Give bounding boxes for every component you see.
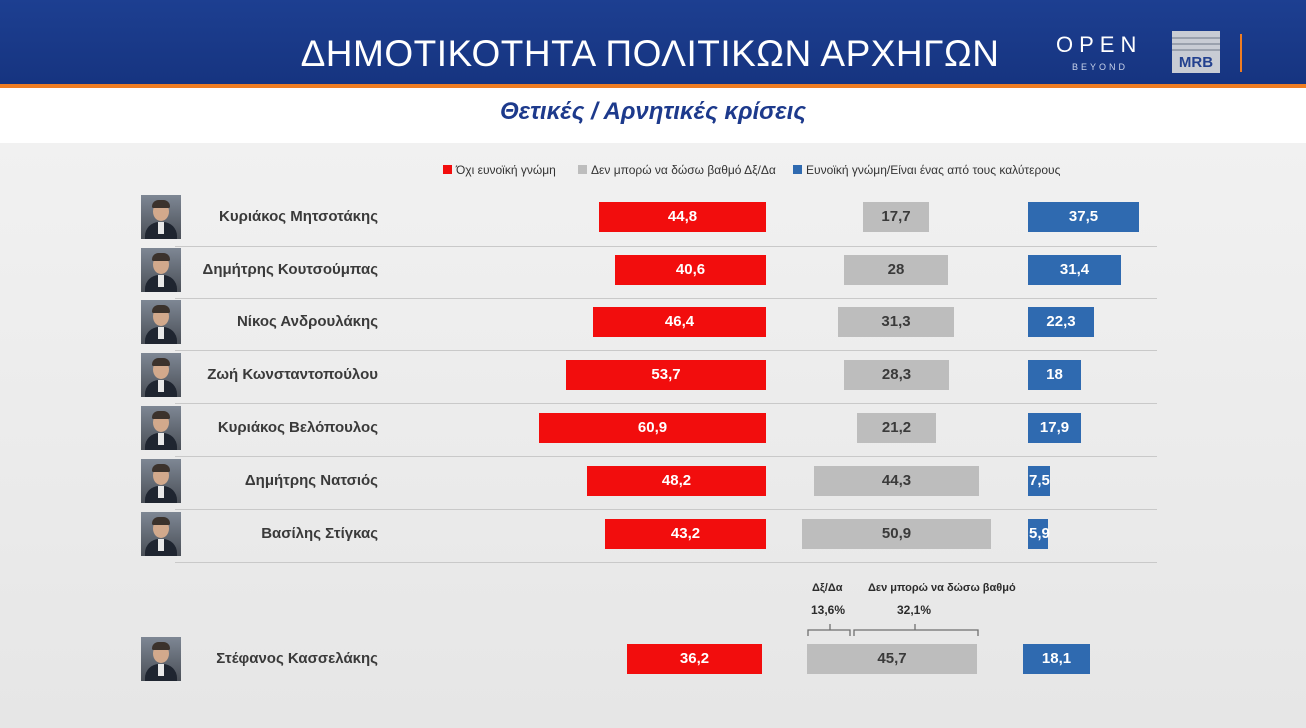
row-separator [175,509,1157,510]
legend-swatch-neutral [578,165,587,174]
bar-neutral: 21,2 [857,413,936,443]
row-separator [175,350,1157,351]
bar-positive: 7,5 [1028,466,1050,496]
page-title: ΔΗΜΟΤΙΚΟΤΗΤΑ ΠΟΛΙΤΙΚΩΝ ΑΡΧΗΓΩΝ [300,33,1000,74]
politician-name: Νίκος Ανδρουλάκης [236,313,378,330]
legend-label-positive: Ευνοϊκή γνώμη/Είναι ένας από τους καλύτε… [806,163,1061,177]
politician-name: Δημήτρης Κουτσούμπας [202,261,378,278]
row-separator [175,298,1157,299]
bar-negative: 46,4 [593,307,766,337]
bar-negative: 53,7 [566,360,766,390]
bar-neutral: 17,7 [863,202,929,232]
politician-name: Κυριάκος Βελόπουλος [217,419,378,436]
bar-neutral: 28 [844,255,948,285]
politician-photo [141,248,181,292]
mrb-logo-text: MRB [1178,54,1214,71]
header-bar [0,0,1306,84]
politician-name: Κυριάκος Μητσοτάκης [219,208,378,225]
politician-photo [141,353,181,397]
annotation-brace [807,624,979,636]
legend-item-positive: Ευνοϊκή γνώμη/Είναι ένας από τους καλύτε… [793,163,1060,177]
bar-neutral: 28,3 [844,360,949,390]
bar-negative: 36,2 [627,644,762,674]
bar-positive: 22,3 [1028,307,1094,337]
bar-positive: 17,9 [1028,413,1081,443]
legend-swatch-negative [443,165,452,174]
bar-negative: 44,8 [599,202,766,232]
legend-item-negative: Όχι ευνοϊκή γνώμη [443,163,556,177]
bar-negative: 43,2 [605,519,766,549]
bar-neutral: 50,9 [802,519,991,549]
logo-divider [1240,34,1242,72]
row-separator [175,562,1157,563]
politician-photo [141,300,181,344]
politician-name: Δημήτρης Νατσιός [244,472,378,489]
legend-label-neutral: Δεν μπορώ να δώσω βαθμό Δξ/Δα [591,163,776,177]
bar-neutral: 45,7 [807,644,977,674]
bar-positive: 37,5 [1028,202,1139,232]
bar-negative: 48,2 [587,466,766,496]
politician-name: Βασίλης Στίγκας [261,525,378,542]
legend-label-negative: Όχι ευνοϊκή γνώμη [456,163,556,177]
row-separator [175,246,1157,247]
open-logo: OPEN [1056,32,1143,57]
bar-positive: 31,4 [1028,255,1121,285]
header-accent-line [0,84,1306,88]
bar-positive: 5,9 [1028,519,1050,549]
bar-negative: 60,9 [539,413,766,443]
open-beyond-logo-text: BEYOND [1072,62,1129,72]
politician-photo [141,512,181,556]
bar-neutral: 44,3 [814,466,979,496]
politician-photo [141,195,181,239]
politician-photo [141,459,181,503]
annotation-dk-value: 13,6% [811,603,846,617]
annotation-no-grade-label: Δεν μπορώ να δώσω βαθμό [868,582,1016,594]
bar-positive: 18 [1028,360,1081,390]
bar-positive: 18,1 [1023,644,1090,674]
legend-item-neutral: Δεν μπορώ να δώσω βαθμό Δξ/Δα [578,163,776,177]
annotation-no-grade-value: 32,1% [897,603,932,617]
row-separator [175,403,1157,404]
chart-subtitle: Θετικές / Αρνητικές κρίσεις [499,98,807,125]
mrb-logo: MRB [1172,31,1220,73]
bar-neutral: 31,3 [838,307,954,337]
politician-photo [141,406,181,450]
politician-name: Στέφανος Κασσελάκης [216,650,378,667]
row-separator [175,456,1157,457]
bar-negative: 40,6 [615,255,766,285]
subtitle-band [0,88,1306,143]
annotation-dk-label: Δξ/Δα [812,582,843,594]
legend-swatch-positive [793,165,802,174]
politician-photo [141,637,181,681]
politician-name: Ζωή Κωνσταντοπούλου [207,366,378,383]
